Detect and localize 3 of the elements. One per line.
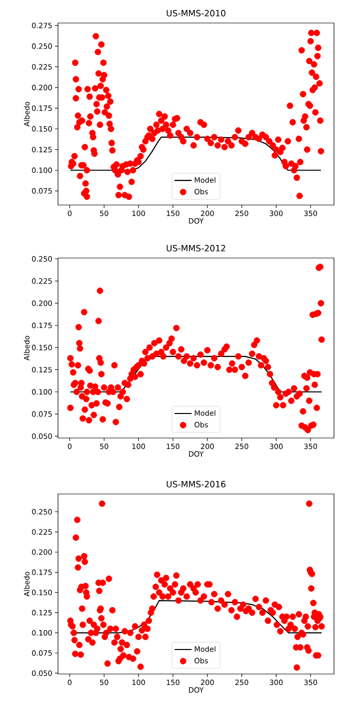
- chart-title: US-MMS-2016: [166, 480, 226, 488]
- chart-title: US-MMS-2010: [166, 10, 226, 16]
- chart-title: US-MMS-2012: [166, 244, 226, 252]
